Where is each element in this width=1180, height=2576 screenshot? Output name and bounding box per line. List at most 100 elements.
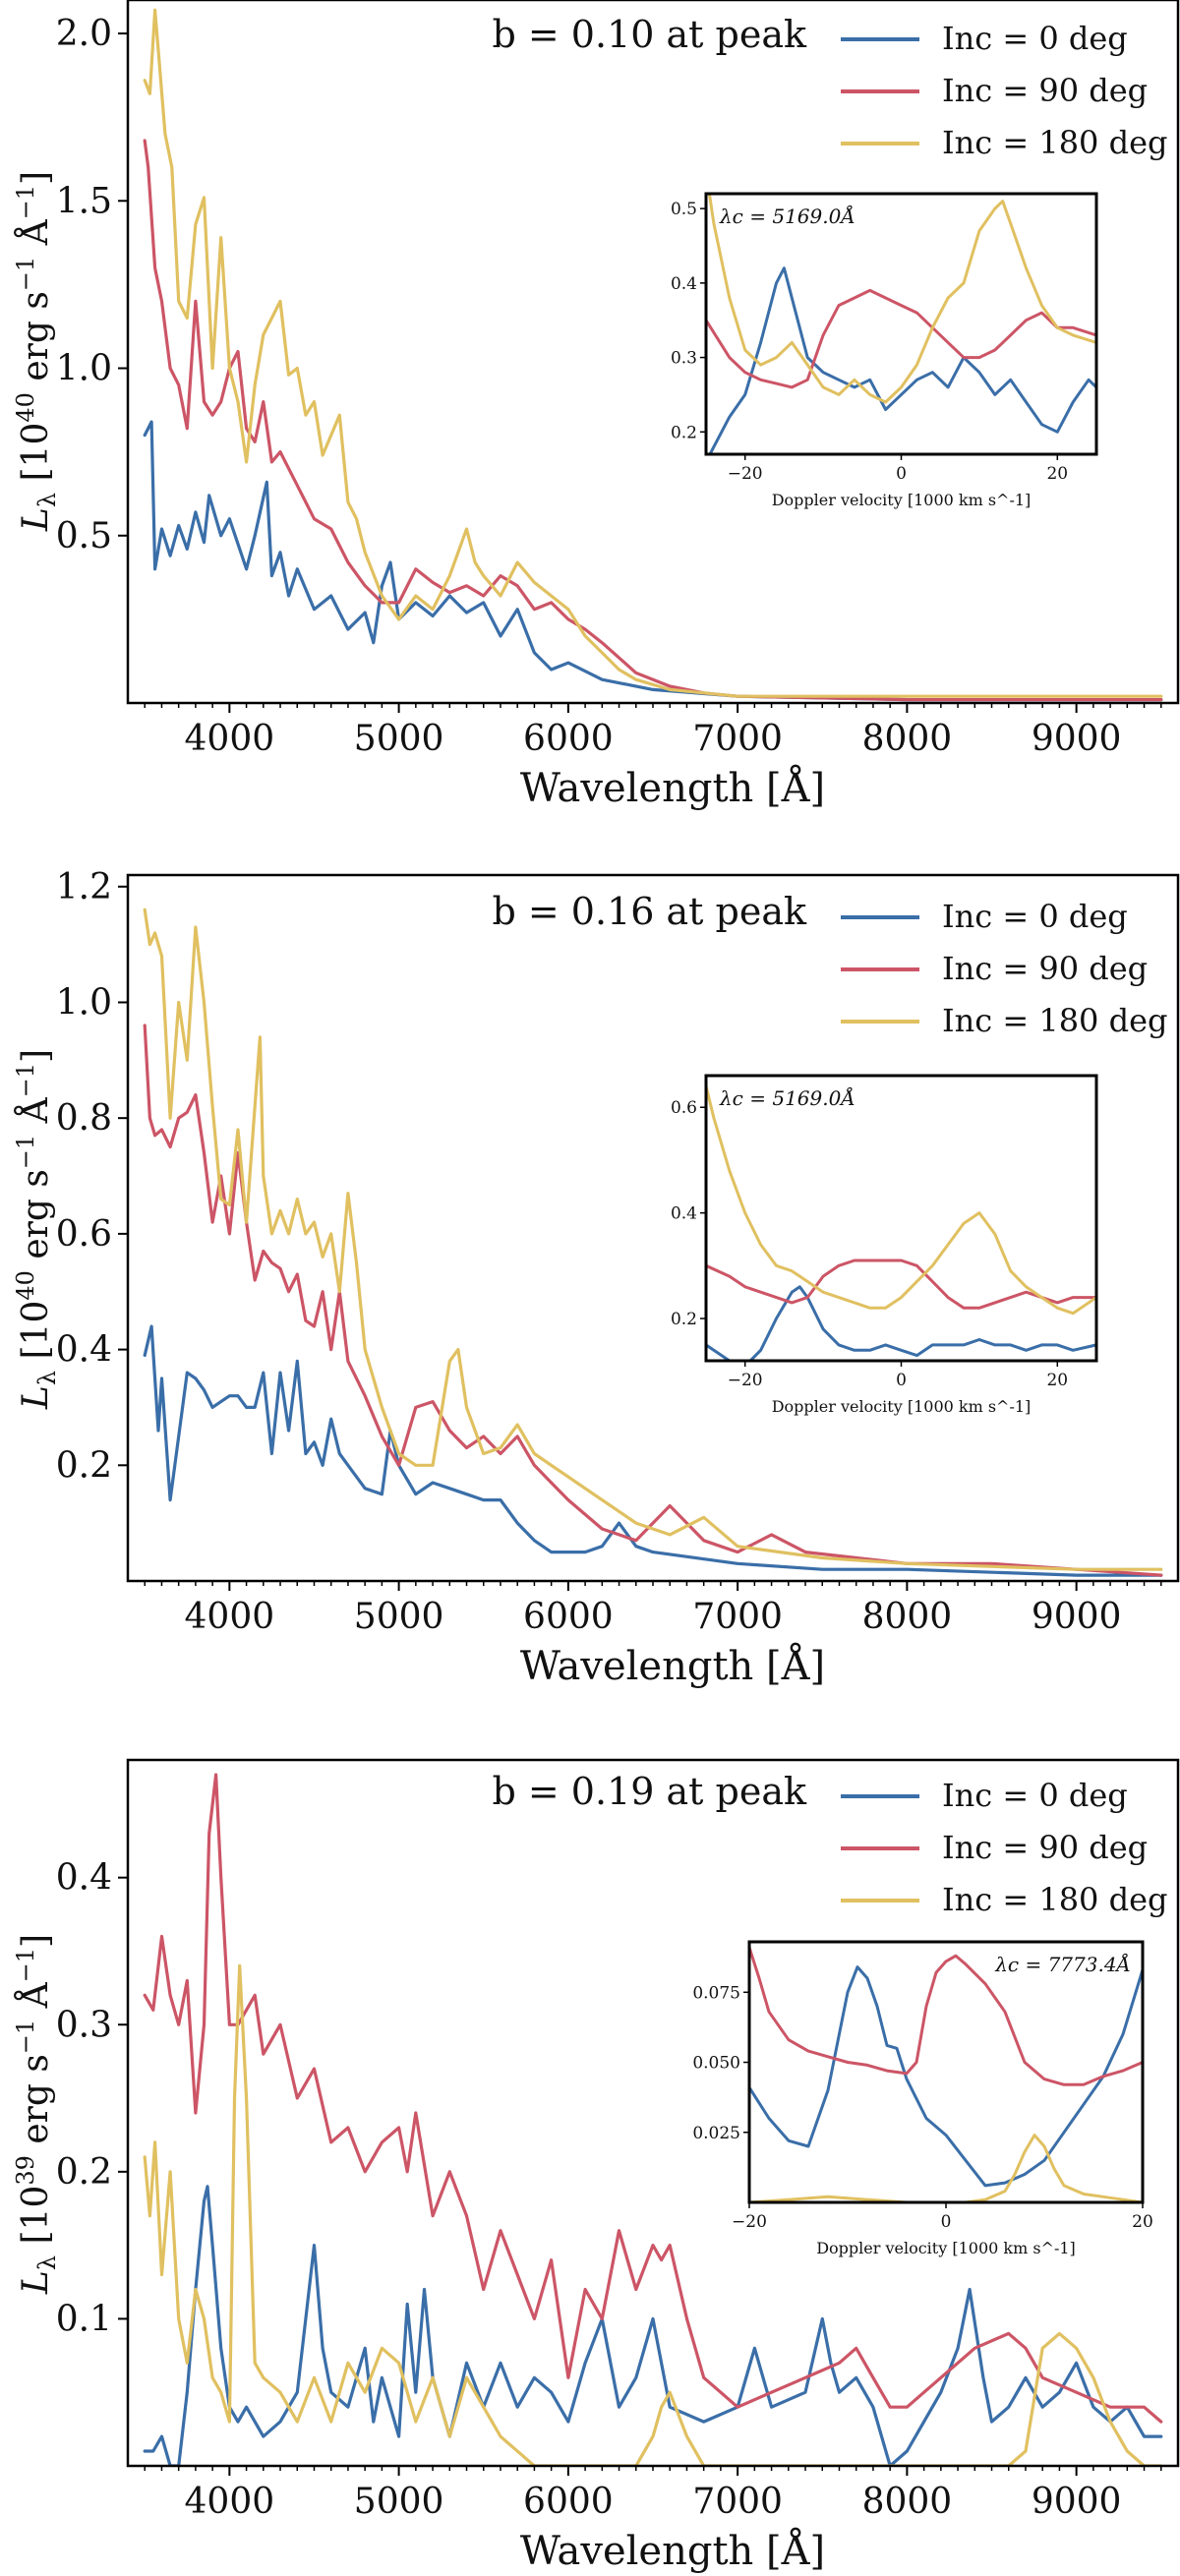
inset-series-line-3 xyxy=(707,194,1096,404)
legend-label: Inc = 90 deg xyxy=(942,72,1148,109)
y-tick-label: 2.0 xyxy=(56,14,112,54)
x-tick-label: 8000 xyxy=(862,1597,953,1637)
inset-y-tick-label: 0.050 xyxy=(692,2054,740,2074)
y-tick-label: 1.0 xyxy=(56,349,112,389)
inset-series-line-3 xyxy=(749,2134,1143,2202)
inset-y-tick-label: 0.4 xyxy=(671,1204,697,1224)
x-axis-label: Wavelength [Å] xyxy=(520,1643,825,1689)
series-line-2 xyxy=(143,1024,1163,1577)
inset-series-group xyxy=(749,1946,1143,2202)
inset-x-tick-label: 20 xyxy=(1046,1371,1068,1390)
series-group xyxy=(143,1773,1163,2466)
x-tick-label: 6000 xyxy=(523,719,614,759)
inset-background xyxy=(706,1076,1096,1361)
inset-series-line-1 xyxy=(708,266,1096,454)
x-tick-label: 9000 xyxy=(1032,719,1122,759)
y-tick-label: 0.4 xyxy=(56,1858,112,1899)
x-tick-label: 5000 xyxy=(354,2482,444,2522)
inset-x-tick-label: −20 xyxy=(728,464,763,484)
series-line-2 xyxy=(143,139,1163,702)
series-group xyxy=(143,8,1163,702)
inset-annotation: λc = 5169.0Å xyxy=(719,204,856,228)
y-tick-label: 1.2 xyxy=(56,867,112,907)
inset-x-tick-label: 20 xyxy=(1046,464,1068,484)
series-line-1 xyxy=(143,2185,1163,2466)
inset-x-axis-label: Doppler velocity [1000 km s^-1] xyxy=(816,2239,1076,2257)
x-tick-label: 4000 xyxy=(185,1597,275,1637)
inset: −20 0 20 0.2 0.3 0.4 0.5 Doppler velocity [1000… xyxy=(671,192,1098,509)
inset-annotation: λc = 7773.4Å xyxy=(994,1952,1131,1976)
x-tick-label: 9000 xyxy=(1032,1597,1122,1637)
inset-series-line-1 xyxy=(749,1965,1143,2188)
x-axis-label: Wavelength [Å] xyxy=(520,765,825,811)
inset-series-line-3 xyxy=(706,1084,1096,1316)
legend-label: Inc = 0 deg xyxy=(942,1777,1128,1814)
legend-label: Inc = 0 deg xyxy=(942,20,1128,57)
inset-y-tick-label: 0.025 xyxy=(692,2124,740,2143)
inset-x-tick-label: 20 xyxy=(1132,2212,1153,2232)
inset-x-tick-label: −20 xyxy=(728,1371,763,1390)
x-tick-label: 5000 xyxy=(354,1597,444,1637)
panel-annotation: b = 0.10 at peak xyxy=(492,13,806,56)
inset: −20 0 20 0.2 0.4 0.6 Doppler velocity [1000 km… xyxy=(671,1074,1098,1416)
y-tick-label: 0.2 xyxy=(56,2152,112,2193)
inset-x-axis-label: Doppler velocity [1000 km s^-1] xyxy=(772,491,1032,509)
inset-series-group xyxy=(706,1084,1096,1361)
panel-annotation: b = 0.19 at peak xyxy=(492,1770,806,1813)
y-tick-label: 0.3 xyxy=(56,2005,112,2045)
inset-y-tick-label: 0.075 xyxy=(692,1983,740,2003)
y-tick-label: 0.1 xyxy=(56,2299,112,2339)
series-line-1 xyxy=(143,420,1163,702)
legend-label: Inc = 0 deg xyxy=(942,898,1128,935)
y-tick-label: 0.8 xyxy=(56,1098,112,1139)
legend-label: Inc = 180 deg xyxy=(942,124,1167,161)
x-tick-label: 7000 xyxy=(692,719,783,759)
inset-series-group xyxy=(706,194,1096,454)
series-line-1 xyxy=(143,1324,1163,1577)
inset-series-line-2 xyxy=(706,288,1096,389)
inset-annotation: λc = 5169.0Å xyxy=(719,1085,856,1110)
inset-y-tick-label: 0.4 xyxy=(671,274,697,294)
inset-y-tick-label: 0.2 xyxy=(671,1310,697,1329)
inset-background xyxy=(749,1942,1143,2202)
x-tick-label: 5000 xyxy=(354,719,444,759)
inset: −20 0 20 0.025 0.050 0.075 Doppler velocity [1… xyxy=(692,1940,1153,2257)
series-line-3 xyxy=(143,8,1163,698)
panel-1: 4000 5000 6000 7000 8000 9000 0.5 1.0 1.5 2.0 Wave… xyxy=(12,0,1180,811)
y-axis-label: Lλ [1039 erg s−1 Å−1] xyxy=(12,1934,61,2295)
inset-x-tick-label: 0 xyxy=(896,464,907,484)
x-tick-label: 4000 xyxy=(185,2482,275,2522)
x-tick-label: 6000 xyxy=(523,1597,614,1637)
x-tick-label: 8000 xyxy=(862,2482,953,2522)
inset-x-axis-label: Doppler velocity [1000 km s^-1] xyxy=(772,1397,1032,1416)
x-tick-label: 4000 xyxy=(185,719,275,759)
inset-x-tick-label: −20 xyxy=(732,2212,767,2232)
panel-3: 4000 5000 6000 7000 8000 9000 0.1 0.2 0.3 0.4 Wave… xyxy=(12,1758,1180,2574)
y-tick-label: 1.5 xyxy=(56,181,112,221)
inset-y-tick-label: 0.3 xyxy=(671,349,697,369)
inset-series-line-2 xyxy=(706,1259,1096,1310)
panel-2: 4000 5000 6000 7000 8000 9000 0.2 0.4 0.6 0.8 1.0 1… xyxy=(12,867,1180,1689)
x-tick-label: 7000 xyxy=(692,1597,783,1637)
series-line-3 xyxy=(143,907,1163,1571)
inset-y-tick-label: 0.2 xyxy=(671,423,697,442)
legend-label: Inc = 90 deg xyxy=(942,1829,1148,1866)
x-tick-label: 7000 xyxy=(692,2482,783,2522)
y-tick-label: 0.6 xyxy=(56,1214,112,1255)
legend-label: Inc = 180 deg xyxy=(942,1002,1167,1039)
inset-series-line-2 xyxy=(749,1946,1143,2086)
inset-y-tick-label: 0.5 xyxy=(671,200,697,219)
panel-annotation: b = 0.16 at peak xyxy=(492,890,806,933)
inset-x-tick-label: 0 xyxy=(896,1371,907,1390)
x-axis-label: Wavelength [Å] xyxy=(520,2528,825,2574)
series-line-2 xyxy=(143,1773,1163,2424)
inset-x-tick-label: 0 xyxy=(941,2212,952,2232)
y-tick-label: 1.0 xyxy=(56,982,112,1023)
series-group xyxy=(143,907,1163,1577)
y-axis-label: Lλ [1040 erg s−1 Å−1] xyxy=(12,171,61,532)
y-tick-label: 0.4 xyxy=(56,1330,112,1371)
series-line-3 xyxy=(143,1963,1163,2466)
inset-y-tick-label: 0.6 xyxy=(671,1098,697,1118)
legend-label: Inc = 90 deg xyxy=(942,950,1148,987)
